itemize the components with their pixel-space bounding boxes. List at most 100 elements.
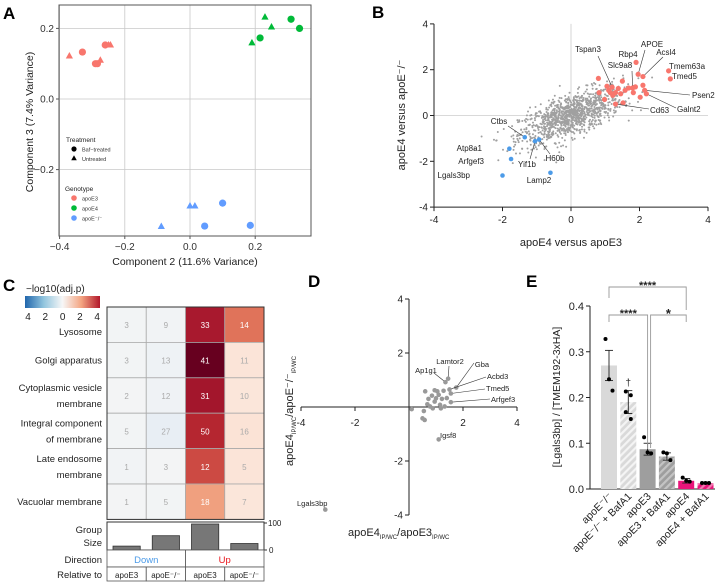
upregulated-point	[666, 68, 672, 74]
background-point	[562, 123, 565, 126]
background-point	[546, 123, 549, 126]
background-point	[552, 133, 555, 136]
background-point	[601, 107, 604, 110]
background-point	[582, 115, 585, 118]
background-point	[529, 118, 532, 121]
upregulated-point	[601, 96, 608, 103]
x-tick-label: −0.2	[115, 242, 135, 253]
background-point	[606, 112, 609, 115]
background-point	[612, 109, 615, 112]
background-point	[565, 129, 568, 132]
background-point	[575, 120, 578, 123]
upregulated-point	[625, 85, 632, 91]
background-point	[514, 152, 517, 155]
background-point	[568, 127, 571, 130]
leader-line	[646, 93, 677, 109]
background-point	[591, 116, 594, 119]
background-point	[550, 133, 553, 136]
upregulated-point	[630, 90, 636, 96]
background-point	[529, 135, 532, 138]
background-point	[541, 129, 544, 132]
protein-label: Arfgef3	[491, 395, 515, 404]
background-point	[562, 144, 565, 147]
background-point	[571, 138, 574, 141]
leader-line	[637, 49, 646, 75]
background-point	[513, 145, 516, 148]
panel-label-b: B	[372, 3, 384, 22]
background-point	[572, 108, 575, 111]
gene-label: Cd63	[650, 106, 670, 115]
heatmap-cell	[224, 412, 265, 450]
background-point	[581, 107, 584, 110]
background-point	[588, 99, 591, 102]
background-point	[591, 87, 594, 90]
background-point	[566, 115, 569, 118]
background-point	[563, 113, 566, 116]
data-point-triangle	[96, 56, 104, 63]
group-size-bar	[191, 523, 220, 551]
background-point	[551, 98, 554, 101]
background-point	[545, 111, 548, 114]
downregulated-point	[507, 146, 512, 152]
background-point	[526, 140, 529, 143]
panel-a-pca-plot: −0.4 −0.2 0.0 0.2 0.2 0.0 −0.2 Component 2 (11.…	[24, 4, 312, 268]
x-tick-label: 2	[460, 418, 466, 429]
background-point	[582, 136, 585, 139]
leader-line	[529, 141, 536, 160]
background-point	[585, 110, 588, 113]
heatmap-cell	[224, 448, 265, 485]
background-point	[473, 148, 476, 151]
heatmap-cell-count: 13	[161, 357, 170, 366]
protein-point	[444, 395, 450, 401]
background-point	[544, 117, 547, 120]
heatmap-cell	[224, 341, 265, 379]
heatmap-cell-count: 41	[201, 357, 210, 366]
heatmap-cell-count: 10	[240, 392, 249, 401]
data-point-triangle	[186, 202, 194, 209]
x-tick-label: -4	[297, 418, 306, 429]
background-point	[570, 136, 573, 139]
group-size-label: Size	[84, 538, 102, 549]
background-point	[539, 103, 542, 106]
background-point	[501, 148, 504, 151]
leader-line	[450, 388, 486, 394]
panel-label-a: A	[3, 4, 15, 23]
background-point	[584, 98, 587, 101]
leader-line	[644, 90, 691, 96]
y-tick-label: -4	[419, 203, 428, 214]
background-point	[520, 128, 523, 131]
row-label: Late endosome	[37, 454, 103, 465]
background-point	[512, 134, 515, 137]
leader-line	[507, 125, 525, 138]
panel-label-e: E	[526, 272, 537, 291]
background-point	[548, 129, 551, 132]
background-point	[537, 131, 540, 134]
heatmap-cell-count: 5	[164, 498, 169, 507]
background-point	[582, 97, 585, 100]
protein-label: Lamtor2	[436, 357, 464, 366]
background-point	[553, 142, 556, 145]
heatmap-cell-count: 14	[240, 321, 249, 330]
background-point	[516, 119, 519, 122]
protein-point	[438, 406, 444, 411]
upregulated-point	[610, 92, 616, 98]
background-point	[529, 114, 532, 117]
legend-treatment-title: Treatment	[66, 137, 96, 144]
background-point	[562, 127, 565, 130]
row-label: Lysosome	[59, 327, 102, 338]
background-point	[595, 123, 598, 126]
background-point	[611, 80, 614, 83]
background-point	[616, 94, 619, 97]
background-point	[607, 98, 610, 101]
background-point	[542, 120, 545, 123]
background-point	[584, 118, 587, 121]
background-point	[546, 112, 549, 115]
background-point	[585, 107, 588, 110]
replicate-point	[664, 451, 669, 456]
background-point	[545, 145, 548, 148]
background-point	[587, 104, 590, 107]
data-point-circle	[201, 222, 209, 230]
background-point	[556, 146, 559, 149]
downregulated-point	[536, 137, 542, 142]
